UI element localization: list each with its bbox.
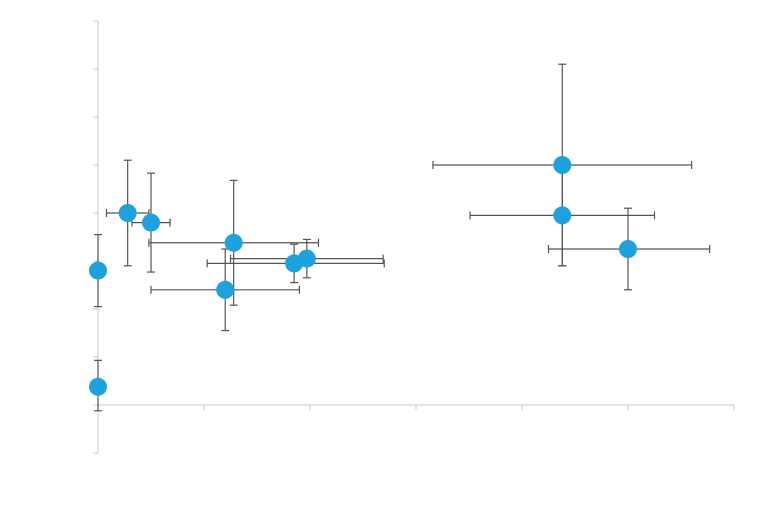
data-point <box>118 204 137 222</box>
data-point <box>224 233 243 252</box>
data-point <box>297 249 316 268</box>
data-points <box>89 156 637 396</box>
data-point <box>89 261 107 280</box>
data-point <box>553 206 572 225</box>
error-bars <box>94 63 711 412</box>
data-point <box>142 213 160 232</box>
data-point <box>619 240 637 258</box>
data-point <box>553 156 572 174</box>
data-point <box>89 377 107 396</box>
data-point <box>216 280 235 299</box>
axes <box>93 20 735 454</box>
